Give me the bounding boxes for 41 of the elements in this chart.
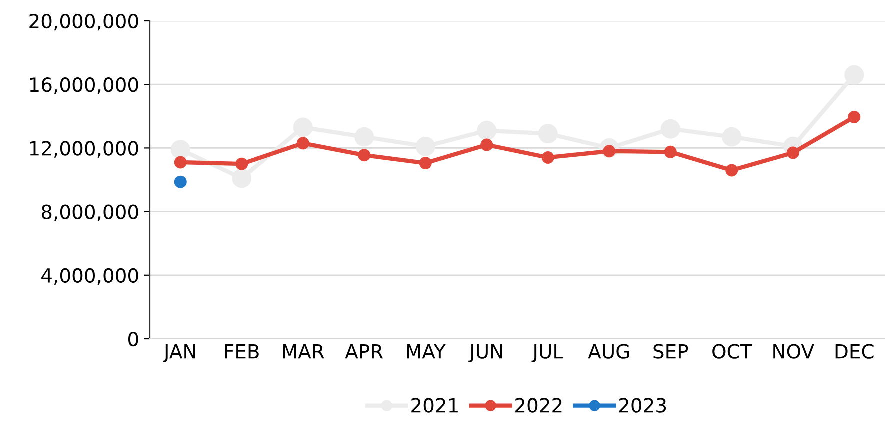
x-tick-label: OCT: [712, 344, 752, 359]
y-tick-label: 0: [128, 332, 138, 347]
y-tick-label: 20,000,000: [30, 14, 138, 31]
x-tick-label: DEC: [836, 344, 874, 359]
x-tick-label: JAN: [162, 344, 196, 363]
legend-label: 2022: [516, 398, 562, 413]
point: [542, 151, 554, 164]
y-tick-label: 4,000,000: [42, 268, 138, 286]
point: [786, 146, 800, 160]
x-tick-label: MAR: [283, 344, 324, 359]
point: [232, 168, 252, 188]
y-tick-label: 8,000,000: [42, 204, 138, 222]
x-tick-label: APR: [345, 344, 384, 359]
point: [296, 137, 310, 150]
point: [293, 118, 313, 138]
point: [236, 158, 248, 170]
legend-label: 2021: [412, 398, 458, 413]
point: [844, 65, 864, 85]
y-tick-label: 12,000,000: [30, 141, 138, 158]
point: [416, 136, 436, 156]
y-tick-label: 16,000,000: [30, 78, 138, 94]
point: [477, 120, 497, 140]
point: [174, 156, 187, 169]
x-tick-label: SEP: [654, 344, 688, 359]
x-tick-label: MAY: [407, 344, 446, 359]
point: [848, 110, 861, 124]
point: [174, 176, 187, 188]
x-tick-label: FEB: [225, 344, 259, 359]
point: [419, 157, 432, 170]
point: [170, 140, 190, 160]
legend-label: 2023: [620, 398, 666, 413]
x-tick-label: AUG: [588, 344, 630, 359]
point: [358, 149, 371, 162]
point: [354, 127, 374, 147]
x-tick-label: JUL: [532, 344, 564, 363]
point: [726, 164, 738, 177]
x-tick-label: JUN: [468, 344, 502, 363]
point: [722, 127, 742, 147]
x-tick-label: NOV: [774, 344, 814, 359]
point: [480, 138, 494, 152]
point: [664, 146, 677, 158]
